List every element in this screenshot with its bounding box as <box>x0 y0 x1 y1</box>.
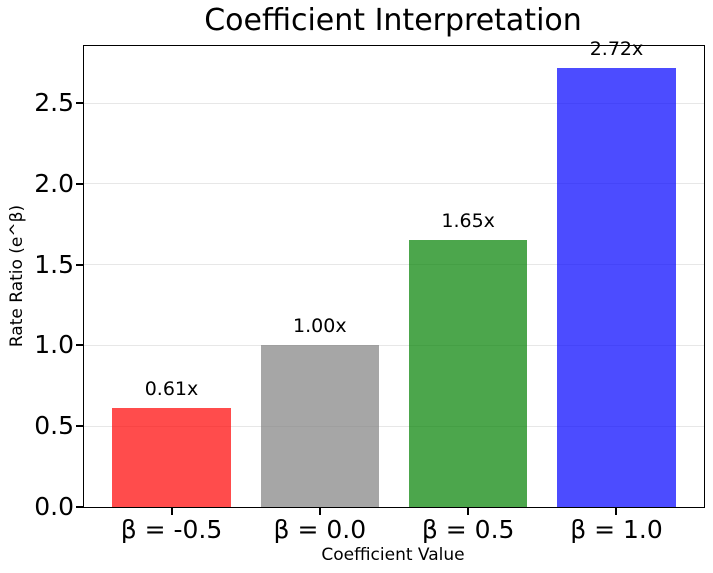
gridline <box>84 183 704 185</box>
y-tick-label: 0.5 <box>34 411 74 441</box>
bar-value-label: 1.65x <box>441 210 495 233</box>
y-axis-label: Rate Ratio (e^β) <box>7 204 27 348</box>
x-tick-label: β = 0.5 <box>421 515 515 544</box>
x-tick-mark <box>170 508 173 515</box>
x-tick-mark <box>615 508 618 515</box>
y-tick-mark <box>76 182 83 185</box>
y-tick-label: 1.0 <box>34 330 74 360</box>
gridline <box>84 102 704 104</box>
bar-value-label: 0.61x <box>144 378 199 401</box>
chart-title: Coefficient Interpretation <box>204 3 582 38</box>
x-tick-mark <box>318 508 321 515</box>
bar-value-label: 2.72x <box>589 37 644 60</box>
y-tick-mark <box>76 102 83 105</box>
gridline <box>84 264 704 266</box>
y-tick-mark <box>76 263 83 266</box>
bar <box>408 240 528 507</box>
y-tick-label: 2.0 <box>34 168 74 198</box>
gridline <box>84 344 704 346</box>
plot-area: 0.0 0.5 1.0 1.5 2.0 2.5 0.61x β = -0.5 1.00x β = … <box>34 38 705 544</box>
bar <box>557 67 676 507</box>
y-tick-mark <box>76 425 83 428</box>
bar <box>260 345 380 507</box>
x-tick-label: β = 1.0 <box>570 515 663 544</box>
y-tick-label: 0.0 <box>34 491 74 521</box>
y-tick-mark <box>76 344 83 347</box>
y-tick-label: 1.5 <box>34 249 74 279</box>
x-axis-label: Coefficient Value <box>321 545 465 565</box>
y-tick-mark <box>76 506 83 508</box>
x-tick-label: β = -0.5 <box>120 515 223 544</box>
y-tick-label: 2.5 <box>34 88 74 118</box>
bar-value-label: 1.00x <box>293 315 347 338</box>
x-tick-mark <box>467 508 470 515</box>
x-tick-label: β = 0.0 <box>273 515 367 544</box>
gridline <box>84 425 704 427</box>
bar <box>112 408 231 507</box>
